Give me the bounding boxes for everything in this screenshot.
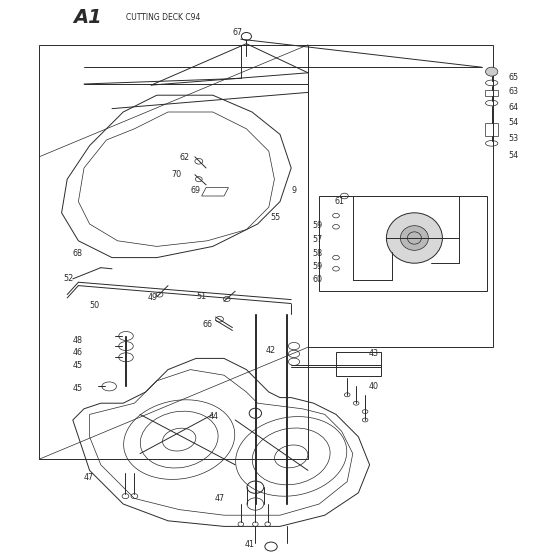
Text: 67: 67 <box>233 28 243 37</box>
Text: A1: A1 <box>73 8 101 27</box>
Text: 47: 47 <box>84 473 94 482</box>
Ellipse shape <box>400 226 428 250</box>
Text: 64: 64 <box>508 103 519 112</box>
Ellipse shape <box>486 67 498 76</box>
Text: 46: 46 <box>73 348 83 357</box>
Text: 58: 58 <box>312 249 323 258</box>
Text: 69: 69 <box>190 186 200 195</box>
Text: 40: 40 <box>368 382 379 391</box>
Text: 9: 9 <box>292 186 297 195</box>
Text: 63: 63 <box>508 87 519 96</box>
Text: 49: 49 <box>148 293 158 302</box>
Text: 50: 50 <box>90 301 100 310</box>
Text: 65: 65 <box>508 73 519 82</box>
Text: 54: 54 <box>508 151 519 160</box>
Text: 57: 57 <box>312 235 323 244</box>
Text: 55: 55 <box>271 213 281 222</box>
Text: 66: 66 <box>203 320 213 329</box>
Text: 44: 44 <box>208 412 218 421</box>
Text: 48: 48 <box>73 336 83 345</box>
Text: 59: 59 <box>312 262 323 271</box>
Text: 41: 41 <box>245 540 255 549</box>
Text: CUTTING DECK C94: CUTTING DECK C94 <box>126 13 200 22</box>
Text: 68: 68 <box>73 249 83 258</box>
Text: 47: 47 <box>215 494 225 503</box>
Text: 60: 60 <box>312 276 323 284</box>
Text: 61: 61 <box>335 197 345 206</box>
Text: 54: 54 <box>508 118 519 127</box>
Text: 45: 45 <box>73 361 83 370</box>
Text: 51: 51 <box>196 292 206 301</box>
Text: 42: 42 <box>265 346 276 355</box>
Text: 52: 52 <box>64 274 74 283</box>
Text: 59: 59 <box>312 221 323 230</box>
Text: 53: 53 <box>508 134 519 143</box>
Text: 45: 45 <box>73 384 83 393</box>
Text: 62: 62 <box>179 153 189 162</box>
Text: 70: 70 <box>172 170 182 179</box>
Text: 43: 43 <box>368 349 379 358</box>
Ellipse shape <box>386 213 442 263</box>
